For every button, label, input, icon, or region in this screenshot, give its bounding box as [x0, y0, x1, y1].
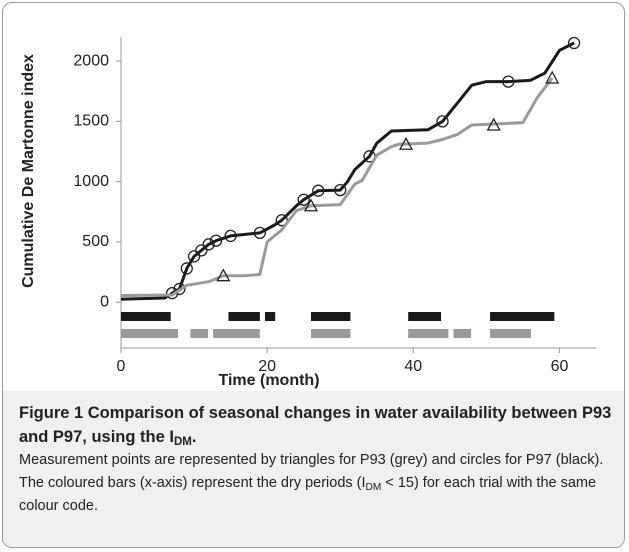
x-tick-label: 20: [258, 358, 276, 375]
marker: [224, 229, 237, 243]
marker: [253, 226, 266, 240]
x-axis-label: Time (month): [218, 372, 319, 389]
marker: [502, 75, 515, 88]
dry-period-bar: [121, 312, 171, 321]
caption-subscript: DM: [365, 482, 382, 493]
dry-period-bar: [121, 329, 178, 338]
y-tick-label: 2000: [73, 52, 109, 69]
x-tick-label: 60: [551, 358, 569, 375]
caption: Figure 1 Comparison of seasonal changes …: [3, 391, 624, 547]
caption-text: .: [191, 428, 197, 446]
dry-period-bar: [408, 329, 449, 338]
caption-subscript: DM: [173, 436, 192, 448]
marker: [173, 282, 186, 296]
marker: [209, 234, 223, 247]
marker: [312, 184, 325, 197]
x-tick-label: 0: [117, 358, 126, 375]
series-line: [120, 77, 554, 298]
dry-period-bar: [453, 329, 472, 338]
y-axis-label: Cumulative De Martonne index: [20, 54, 37, 288]
y-tick-label: 1000: [73, 173, 109, 190]
marker: [187, 250, 201, 263]
marker: [303, 198, 319, 212]
y-tick-label: 1500: [73, 113, 109, 130]
y-tick-label: 0: [100, 293, 109, 310]
dry-period-bar: [190, 329, 208, 338]
caption-text: < 15) for each trial with the same colou…: [19, 475, 597, 514]
marker: [398, 136, 414, 150]
caption-text: Figure 1 Comparison of seasonal changes …: [19, 404, 612, 446]
marker: [202, 238, 215, 251]
dry-period-bar: [213, 329, 260, 338]
dry-period-bar: [264, 312, 276, 321]
marker: [567, 36, 581, 50]
y-tick-label: 500: [82, 233, 109, 250]
marker: [180, 262, 193, 275]
dry-period-bar: [408, 312, 442, 321]
marker: [486, 117, 501, 131]
dry-period-bar: [490, 312, 555, 321]
dry-period-bar: [490, 329, 531, 338]
marker: [436, 115, 449, 128]
marker: [545, 70, 560, 84]
series-line: [120, 41, 575, 301]
marker: [216, 268, 231, 282]
caption-text: Measurement points are represented by tr…: [19, 452, 604, 491]
marker: [297, 193, 310, 206]
caption-body: Measurement points are represented by tr…: [19, 449, 612, 518]
dry-period-bar: [311, 312, 351, 321]
figure: Time (month) Cumulative De Martonne inde…: [2, 2, 625, 548]
caption-title: Figure 1 Comparison of seasonal changes …: [19, 401, 612, 449]
x-tick-label: 40: [404, 358, 422, 375]
chart: Time (month) Cumulative De Martonne inde…: [20, 36, 596, 389]
marker: [195, 244, 208, 257]
dry-period-bar: [228, 312, 260, 321]
dry-period-bar: [311, 329, 351, 338]
marker: [334, 183, 347, 197]
